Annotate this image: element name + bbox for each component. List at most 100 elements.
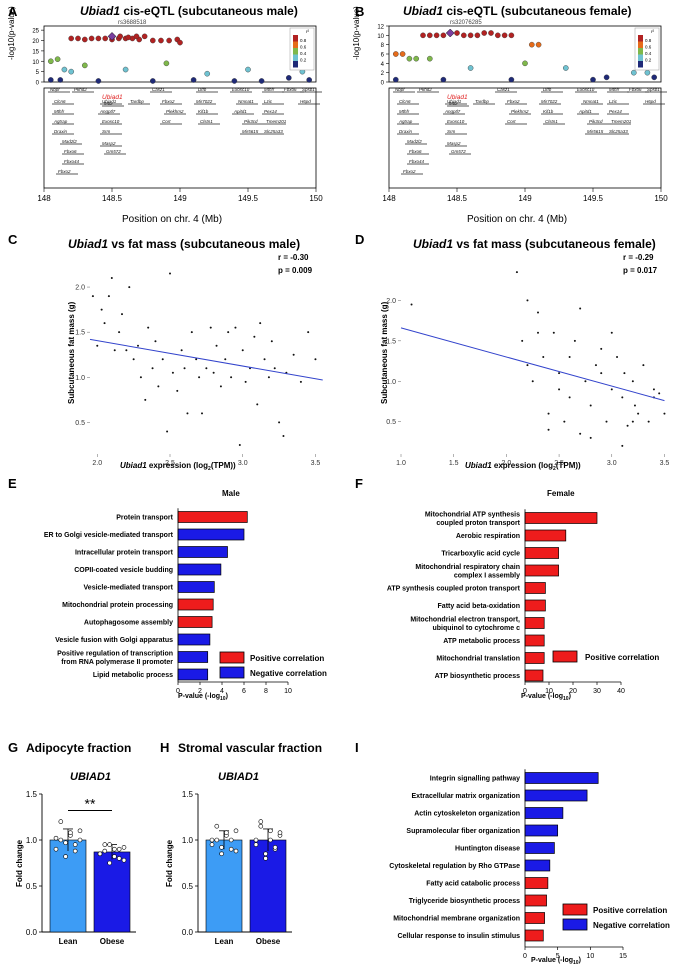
gene-label: Masp2 [102,141,116,146]
snp-point [406,55,413,62]
x-tick-label: 1.0 [396,460,406,467]
gene-label: Fbxo2 [403,169,416,174]
bar [177,511,248,523]
r2-swatch [638,35,643,42]
panel-f-title: Female [547,489,575,498]
gene-label: Cort [162,119,171,124]
gene-label: Exosc10 [102,119,120,124]
bar [177,633,211,646]
gene-label: Clcn6 [54,99,66,104]
data-point [176,389,179,392]
gene-label: Angptl7 [444,109,461,114]
data-point [652,388,655,391]
gene-label: H6pd [645,99,656,104]
data-point [68,830,73,835]
data-point [72,848,78,854]
data-point [77,828,83,834]
data-point [568,356,571,358]
data-point [100,308,103,311]
category-label: Vesicle fusion with Golgi apparatus [55,637,173,644]
bar [524,617,545,629]
data-point [647,420,650,423]
panel-b-ylabel: -log10(p-value) [352,6,361,60]
data-point [277,830,283,835]
data-point [224,358,227,361]
data-point [658,392,661,395]
category-label: Integrin signalling pathway [430,776,520,783]
data-point [258,819,264,824]
snp-point [467,65,474,71]
x-tick-label: 0 [523,688,527,695]
gene-label: Exosc10 [447,119,465,124]
panel-b-xlabel: Position on chr. 4 (Mb) [467,214,567,225]
panel-h-ylabel: Fold change [165,839,174,887]
panel-d: D Ubiad1 vs fat mass (subcutaneous femal… [345,232,685,472]
y-tick-label: 1.5 [26,790,38,799]
data-point [610,331,613,334]
gene-label: Lzic [264,99,273,104]
x-tick-label: 149.5 [583,194,604,203]
gene-label: Fbxo6 [629,87,642,92]
bar [93,851,131,933]
gene-label: Fbxo44 [64,159,80,164]
panel-d-plot: Subcutaneous fat mass (g) r = -0.29 p = … [380,253,669,472]
gene-label: Fbxo44 [409,159,425,164]
bar [524,512,598,524]
data-point [227,331,230,334]
gene-label: Srm [102,129,111,134]
data-point [209,842,215,847]
data-point [263,851,268,857]
panel-i-chart: I Integrin signalling pathway Extracellul… [355,740,670,966]
snp-point [461,32,467,39]
legend-positive-swatch [219,651,245,664]
category-label: Fatty acid beta-oxidation [438,603,520,610]
data-point [272,845,278,850]
legend-negative-swatch [219,666,245,679]
panel-d-p: p = 0.017 [623,266,658,275]
bar [524,789,588,802]
snp-point [501,32,508,39]
data-point [233,828,239,834]
y-tick-label: 2.0 [386,298,396,305]
gene-label: Draxin [54,129,68,134]
x-tick-label: 148.5 [102,194,123,203]
x-tick-label: 4 [220,688,224,695]
panel-g-title: Adipocyte fraction [26,741,131,755]
gene-label: Mad2l2 [407,139,422,144]
data-point [621,444,624,447]
data-point [154,340,157,343]
data-point [58,837,64,843]
x-tick-label: 2.0 [502,460,512,467]
data-point [107,842,112,847]
snp-point [190,77,197,83]
data-point [121,845,127,850]
snp-point [535,41,542,48]
snp-point [141,33,148,40]
bar [177,668,209,681]
r2-tick: 0.2 [300,58,307,63]
data-point [633,404,636,407]
r2-tick: 0.8 [645,38,652,43]
data-point [53,835,59,841]
lead-snp-point [107,32,117,41]
r2-swatch [293,61,298,68]
gene-label: Ubiad1 [102,99,117,104]
snp-point [57,77,64,83]
snp-point [258,78,265,84]
lead-snp-point [445,28,455,38]
bar [524,772,599,784]
category-label: Cellular response to insulin stimulus [397,933,520,940]
panel-label-d: D [355,232,365,247]
panel-e: E Male Protein transport ER to Golgi vesi… [0,472,340,702]
x-tick-label: 30 [593,688,601,695]
regression-line [89,338,323,381]
panel-g-ylabel: Fold change [15,839,24,887]
r2-swatch [293,48,298,55]
panel-d-xlabel: Ubiad1 expression (log2(TPM)) [465,461,581,472]
legend-negative-label: Negative correlation [593,921,670,930]
gene-label: Pik3cd [244,119,258,124]
r2-tick: 0.6 [645,45,652,50]
x-tick-label: 8 [264,688,268,695]
data-point [299,380,302,383]
x-tick-label: 40 [617,688,625,695]
